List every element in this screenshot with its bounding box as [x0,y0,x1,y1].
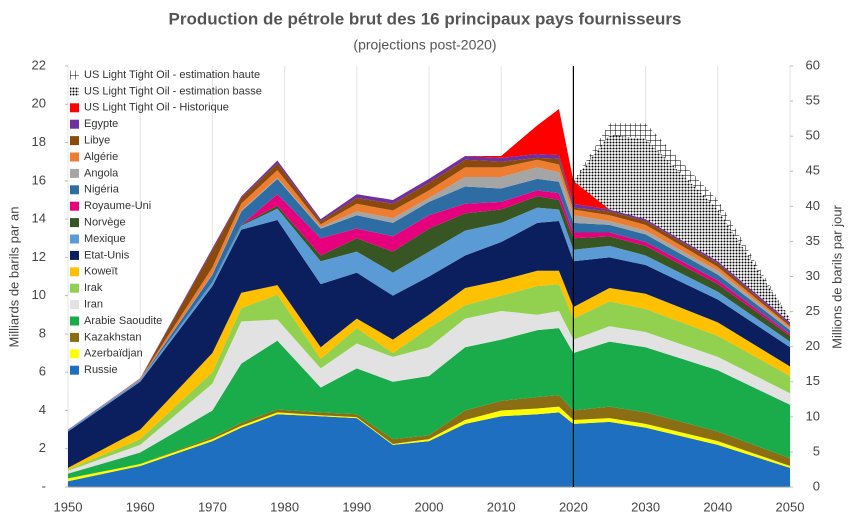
y2-tick-label: 35 [806,233,820,248]
legend-swatch [70,201,79,211]
y-tick-label: 20 [32,96,46,111]
y2-tick-label: 30 [806,268,820,283]
chart-subtitle: (projections post-2020) [353,37,496,53]
area [68,207,790,432]
y2-tick-label: 15 [806,373,820,388]
legend-label: Libye [84,135,110,147]
area [68,395,790,479]
legend-swatch [70,136,79,146]
y2-tick-label: 5 [813,443,820,458]
x-tick-label: 2040 [703,499,732,514]
chart-title: Production de pétrole brut des 16 princi… [169,9,682,28]
legend-swatch [70,185,79,195]
legend-swatch [70,349,79,359]
x-tick-label: 2030 [631,499,660,514]
x-tick-label: 2010 [487,499,516,514]
legend-swatch [70,168,79,178]
area [68,270,790,470]
legend-label: Russie [84,364,118,376]
legend-swatch [70,300,79,310]
y2-tick-label: 55 [806,93,820,108]
legend-label: Iran [84,299,103,311]
x-tick-label: 2000 [415,499,444,514]
y-tick-label: 10 [32,287,46,302]
legend-swatch [70,152,79,162]
legend-label: Norvège [84,217,126,229]
legend-swatch [70,365,79,375]
area [68,196,790,430]
y2-tick-label: 60 [806,57,820,72]
x-tick-label: 2020 [559,499,588,514]
y-tick-label: 18 [32,134,46,149]
legend-label: Angola [84,167,119,179]
legend-label: Mexique [84,233,126,245]
area [68,109,790,430]
legend-swatch [70,103,79,113]
y2-tick-label: 25 [806,303,820,318]
y2-tick-label: 45 [806,163,820,178]
x-tick-label: 1970 [198,499,227,514]
legend-label: Royaume-Uni [84,200,151,212]
legend-label: Etat-Unis [84,249,130,261]
legend-swatch [70,119,79,129]
area [68,284,790,471]
legend-swatch [70,250,79,260]
legend-swatch [70,316,79,326]
area [68,310,790,474]
legend-swatch [70,218,79,228]
y-tick-label: 8 [39,325,46,340]
legend-label: US Light Tight Oil - estimation basse [84,85,262,97]
legend-label: Azerbaïdjan [84,348,143,360]
legend-label: US Light Tight Oil - Historique [84,102,229,114]
legend-swatch [70,283,79,293]
legend-label: Arabie Saoudite [84,315,162,327]
y-tick-label: 12 [32,249,46,264]
y-tick-label: 2 [39,440,46,455]
y2-tick-label: 50 [806,128,820,143]
legend-label: Nigéria [84,184,120,196]
y-tick-label: 14 [32,211,46,226]
y-tick-label: - [42,478,46,493]
y-tick-label: 22 [32,57,46,72]
legend-swatch [70,332,79,342]
legend-label: US Light Tight Oil - estimation haute [84,69,260,81]
y2-tick-label: 20 [806,338,820,353]
legend-label: Egypte [84,118,118,130]
legend-label: Koweït [84,266,118,278]
x-tick-label: 1950 [54,499,83,514]
y-axis-label: Milliards de barils par an [6,207,21,348]
legend-swatch [70,267,79,277]
area [68,328,790,479]
area [68,412,790,487]
legend-label: Kazakhstan [84,331,141,343]
legend-label: Irak [84,282,103,294]
x-tick-label: 1960 [126,499,155,514]
x-tick-label: 2050 [776,499,805,514]
x-tick-label: 1990 [342,499,371,514]
y2-tick-label: 40 [806,198,820,213]
legend-swatch [70,70,79,80]
legend-swatch [70,234,79,244]
x-tick-label: 1980 [270,499,299,514]
area [68,220,790,468]
y-tick-label: 4 [39,402,46,417]
legend-swatch [70,86,79,96]
legend-label: Algérie [84,151,118,163]
y-tick-label: 16 [32,172,46,187]
y2-axis-label: Millions de barils par jour [829,204,844,348]
y-tick-label: 6 [39,364,46,379]
y2-tick-label: 10 [806,408,820,423]
y2-tick-label: 0 [813,478,820,493]
